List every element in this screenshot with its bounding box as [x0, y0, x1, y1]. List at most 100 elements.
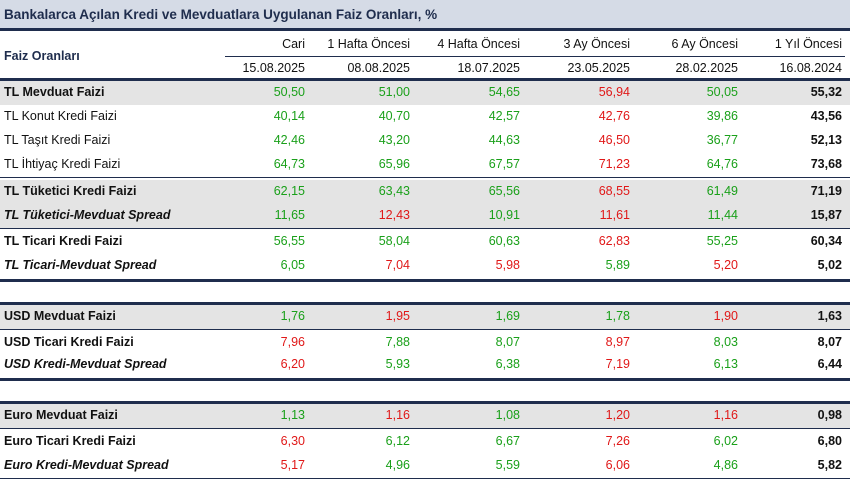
- table-cell: 1,13: [280, 408, 305, 422]
- table-cell: 6,05: [280, 258, 305, 272]
- table-cell: 12,43: [378, 208, 410, 222]
- table-cell: 6,67: [495, 434, 520, 448]
- table-cell: 61,49: [706, 184, 738, 198]
- table-cell: 8,97: [605, 335, 630, 349]
- col-header-cari: Cari: [282, 37, 305, 51]
- table-cell: 6,38: [495, 357, 520, 371]
- section-divider: [0, 177, 850, 178]
- row-label: USD Mevduat Faizi: [4, 309, 116, 323]
- col-header-1y: 1 Yıl Öncesi: [774, 37, 842, 51]
- table-cell: 51,00: [378, 85, 410, 99]
- col-date-6m: 28.02.2025: [675, 61, 738, 75]
- table-cell: 71,23: [598, 157, 630, 171]
- table-cell: 4,96: [385, 458, 410, 472]
- col-header-6m: 6 Ay Öncesi: [671, 37, 738, 51]
- section-divider: [0, 78, 850, 81]
- table-cell: 60,63: [488, 234, 520, 248]
- table-cell: 5,20: [713, 258, 738, 272]
- table-cell: 6,20: [280, 357, 305, 371]
- section-divider: [0, 302, 850, 305]
- row-label: Euro Mevduat Faizi: [4, 408, 118, 422]
- header-divider: [225, 56, 845, 57]
- section-divider: [0, 401, 850, 404]
- table-cell: 6,44: [817, 357, 842, 371]
- table-row: USD Ticari Kredi Faizi 7,96 7,88 8,07 8,97 8,…: [0, 331, 850, 355]
- row-label: TL İhtiyaç Kredi Faizi: [4, 157, 121, 171]
- table-row: USD Mevduat Faizi 1,76 1,95 1,69 1,78 1,90 1,6…: [0, 305, 850, 329]
- table-row: TL Taşıt Kredi Faizi 42,46 43,20 44,63 46,50…: [0, 129, 850, 153]
- table-cell: 64,76: [706, 157, 738, 171]
- table-cell: 1,95: [385, 309, 410, 323]
- table-cell: 1,08: [495, 408, 520, 422]
- table-cell: 55,32: [810, 85, 842, 99]
- table-row: TL Mevduat Faizi 50,50 51,00 54,65 56,94 50,0…: [0, 81, 850, 105]
- table-cell: 6,02: [713, 434, 738, 448]
- table-cell: 58,04: [378, 234, 410, 248]
- col-header-3m: 3 Ay Öncesi: [563, 37, 630, 51]
- col-header-1w: 1 Hafta Öncesi: [327, 37, 410, 51]
- table-cell: 7,88: [385, 335, 410, 349]
- col-date-4w: 18.07.2025: [457, 61, 520, 75]
- table-cell: 5,82: [817, 458, 842, 472]
- col-date-1w: 08.08.2025: [347, 61, 410, 75]
- table-cell: 10,91: [488, 208, 520, 222]
- row-label: TL Mevduat Faizi: [4, 85, 105, 99]
- table-cell: 6,06: [605, 458, 630, 472]
- table-cell: 46,50: [598, 133, 630, 147]
- row-label: TL Taşıt Kredi Faizi: [4, 133, 111, 147]
- table-cell: 44,63: [488, 133, 520, 147]
- section-divider: [0, 378, 850, 381]
- table-row: Euro Mevduat Faizi 1,13 1,16 1,08 1,20 1,16 0,…: [0, 404, 850, 428]
- table-cell: 67,57: [488, 157, 520, 171]
- section-divider: [0, 478, 850, 479]
- table-cell: 1,69: [495, 309, 520, 323]
- table-cell: 8,07: [817, 335, 842, 349]
- table-cell: 60,34: [810, 234, 842, 248]
- row-label: TL Ticari Kredi Faizi: [4, 234, 123, 248]
- table-cell: 1,16: [713, 408, 738, 422]
- table-cell: 5,59: [495, 458, 520, 472]
- table-cell: 65,56: [488, 184, 520, 198]
- table-cell: 8,07: [495, 335, 520, 349]
- table-row: Euro Ticari Kredi Faizi 6,30 6,12 6,67 7,26 6…: [0, 430, 850, 454]
- section-divider: [0, 329, 850, 330]
- table-cell: 7,04: [385, 258, 410, 272]
- section-divider: [0, 428, 850, 429]
- row-label: TL Tüketici Kredi Faizi: [4, 184, 137, 198]
- col-date-1y: 16.08.2024: [779, 61, 842, 75]
- row-label: USD Ticari Kredi Faizi: [4, 335, 134, 349]
- col-date-cari: 15.08.2025: [242, 61, 305, 75]
- table-cell: 5,02: [817, 258, 842, 272]
- table-cell: 1,76: [280, 309, 305, 323]
- table-cell: 63,43: [378, 184, 410, 198]
- row-label: TL Konut Kredi Faizi: [4, 109, 117, 123]
- table-cell: 68,55: [598, 184, 630, 198]
- table-cell: 5,89: [605, 258, 630, 272]
- table-cell: 50,50: [273, 85, 305, 99]
- table-cell: 6,13: [713, 357, 738, 371]
- table-cell: 55,25: [706, 234, 738, 248]
- table-cell: 1,16: [385, 408, 410, 422]
- table-cell: 56,94: [598, 85, 630, 99]
- table-cell: 42,57: [488, 109, 520, 123]
- table-cell: 65,96: [378, 157, 410, 171]
- table-cell: 5,98: [495, 258, 520, 272]
- page-title: Bankalarca Açılan Kredi ve Mevduatlara U…: [4, 7, 438, 22]
- table-cell: 36,77: [706, 133, 738, 147]
- table-row: TL Konut Kredi Faizi 40,14 40,70 42,57 42,76…: [0, 105, 850, 129]
- table-cell: 6,30: [280, 434, 305, 448]
- section-divider: [0, 228, 850, 229]
- table-cell: 54,65: [488, 85, 520, 99]
- table-cell: 11,61: [599, 208, 630, 222]
- table-cell: 0,98: [817, 408, 842, 422]
- table-cell: 40,70: [378, 109, 410, 123]
- table-cell: 6,80: [817, 434, 842, 448]
- table-cell: 1,78: [605, 309, 630, 323]
- table-cell: 64,73: [273, 157, 305, 171]
- table-cell: 73,68: [810, 157, 842, 171]
- table-cell: 5,17: [280, 458, 305, 472]
- table-cell: 42,76: [598, 109, 630, 123]
- col-header-4w: 4 Hafta Öncesi: [437, 37, 520, 51]
- table-row: TL Ticari-Mevduat Spread 6,05 7,04 5,98 5,89…: [0, 254, 850, 278]
- table-cell: 43,20: [378, 133, 410, 147]
